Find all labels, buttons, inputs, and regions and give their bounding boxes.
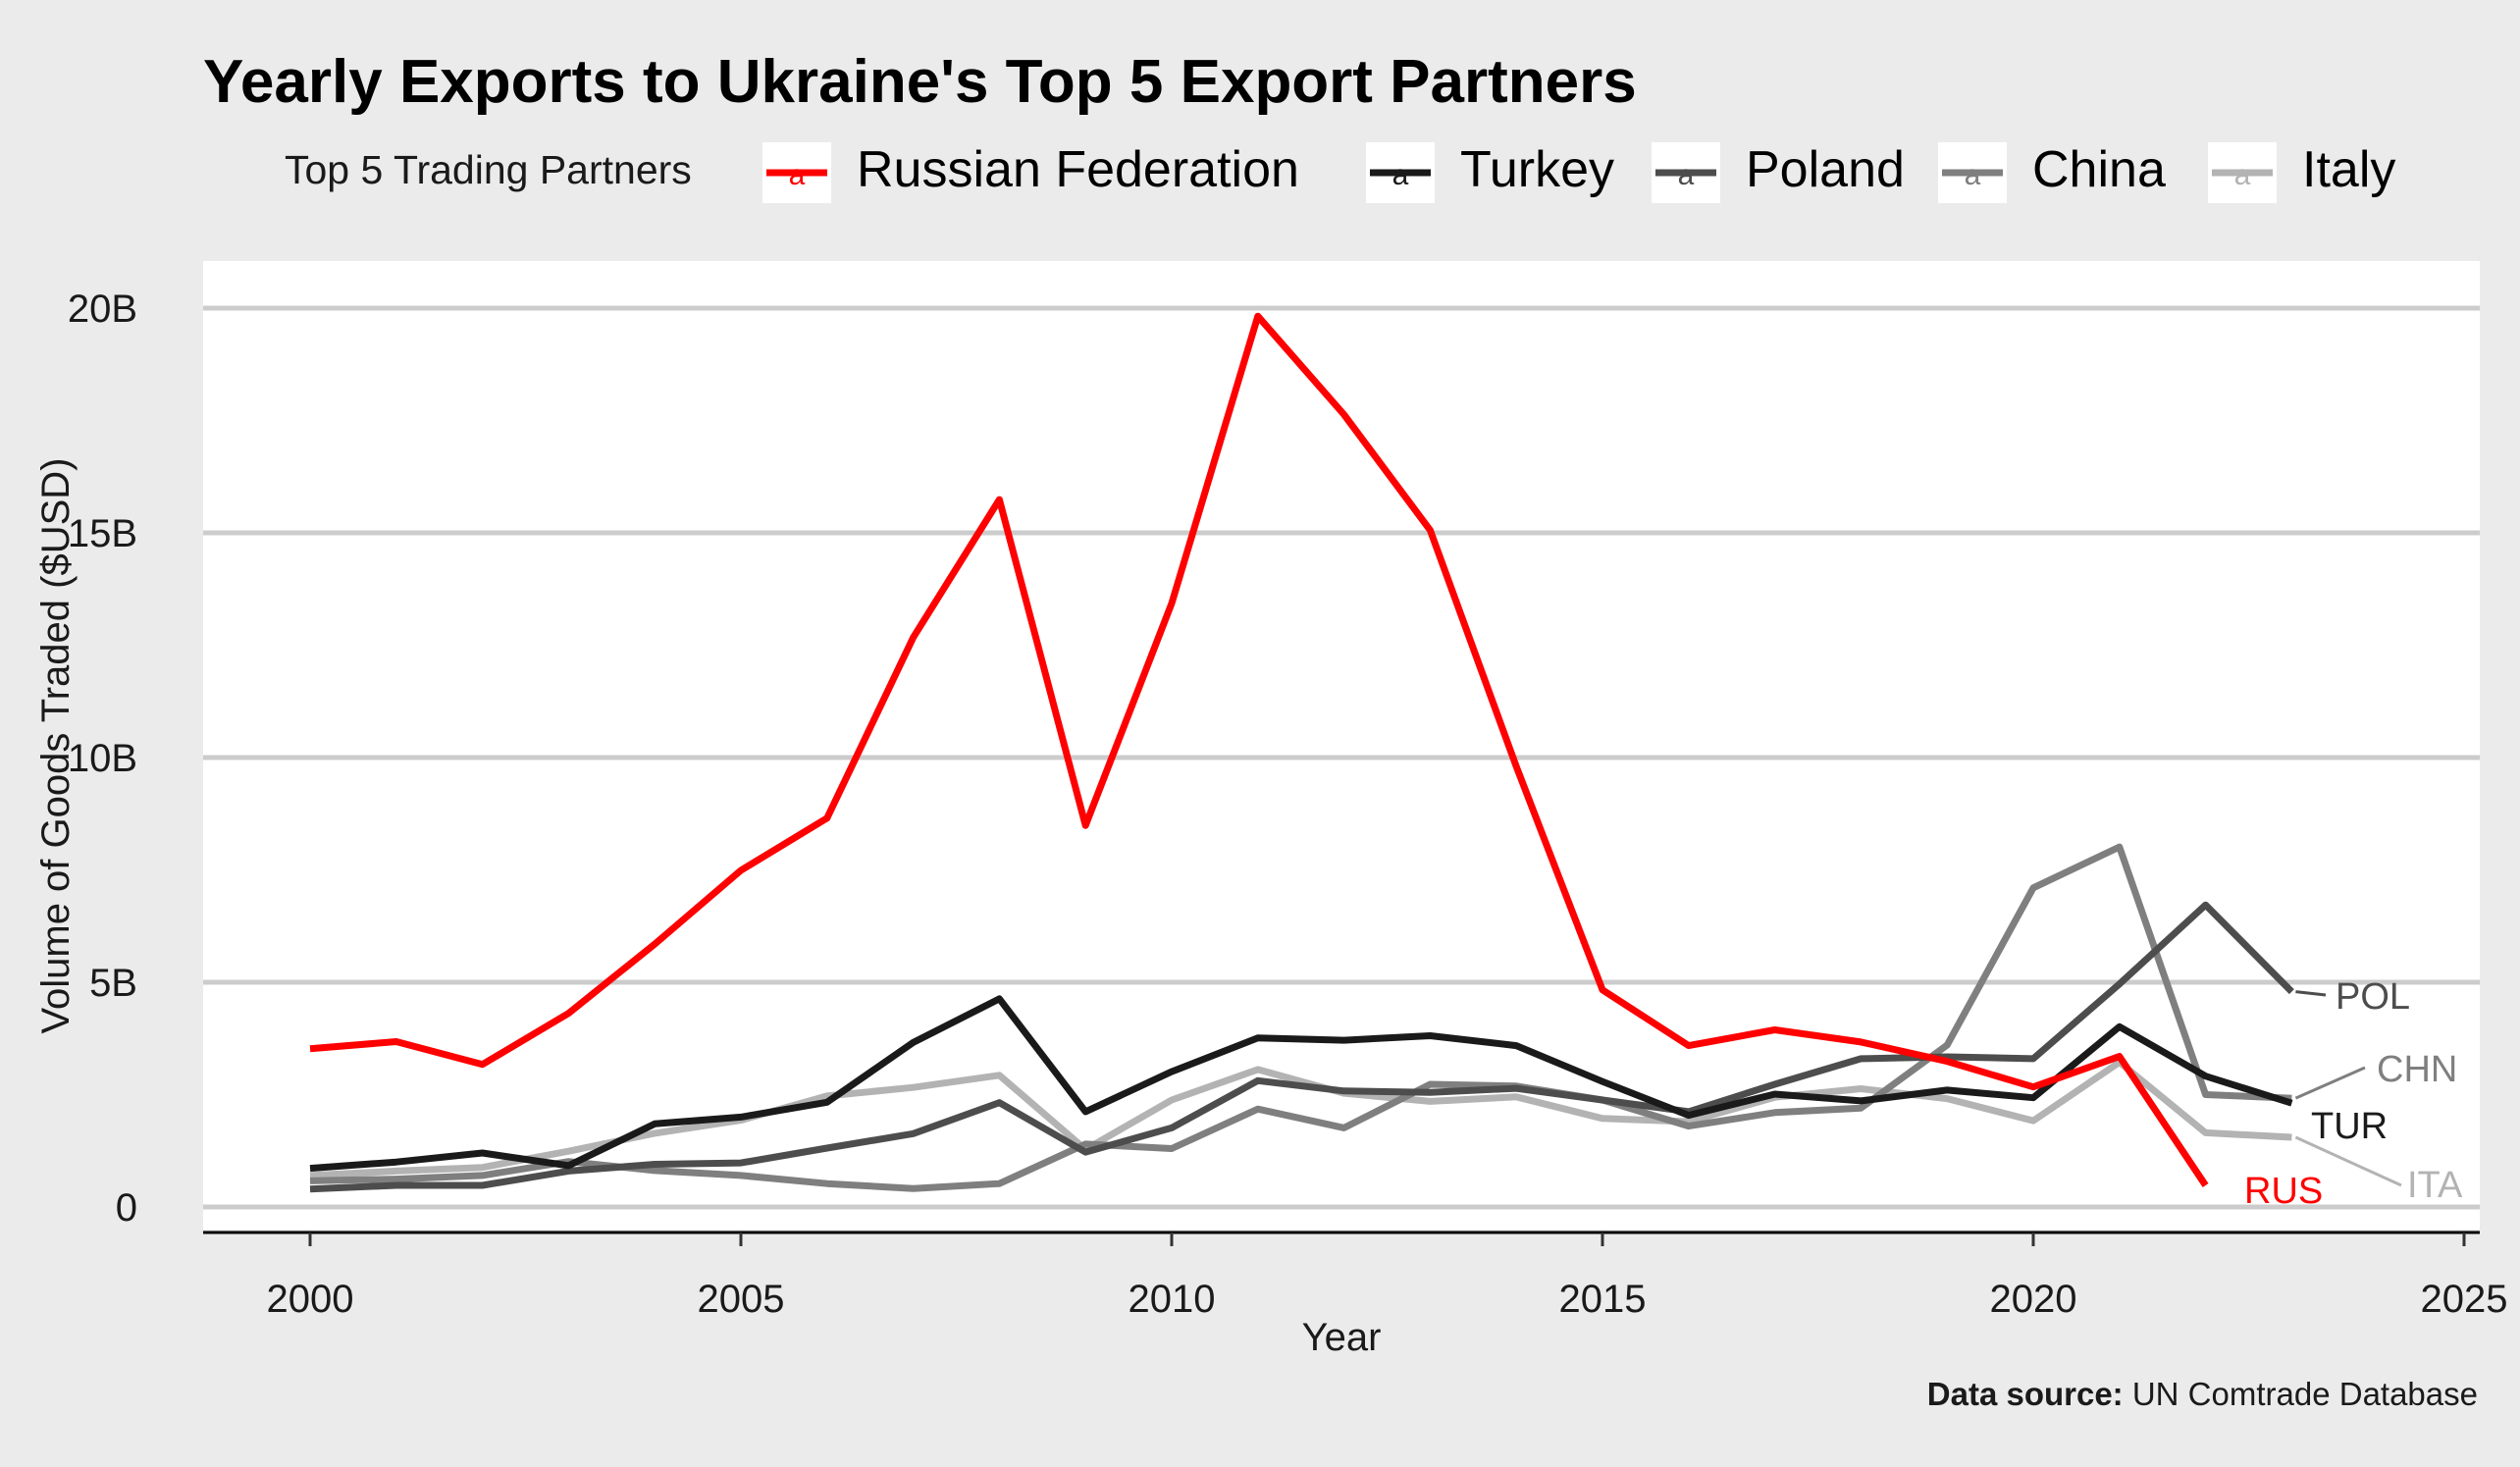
y-tick-label: 10B <box>68 737 137 780</box>
x-axis-ticks: 2000 2005 2010 2015 2020 2025 <box>267 1232 2508 1321</box>
legend-title: Top 5 Trading Partners <box>285 147 692 192</box>
series-line-tur <box>309 995 2293 1173</box>
legend-entry-label: Turkey <box>1460 141 1614 198</box>
end-label-rus: RUS <box>2244 1171 2323 1212</box>
y-tick-label: 20B <box>68 288 137 331</box>
caption-text: UN Comtrade Database <box>2124 1376 2478 1412</box>
legend-key-glyph: a <box>1965 159 1981 191</box>
y-tick-label: 5B <box>89 962 137 1005</box>
series-lines <box>309 312 2294 1193</box>
legend-entry-label: Italy <box>2302 141 2395 198</box>
end-label-pol: POL <box>2336 976 2410 1018</box>
chart-title: Yearly Exports to Ukraine's Top 5 Export… <box>203 48 1637 116</box>
legend-key-glyph: a <box>2234 159 2251 191</box>
legend-entry-label: Russian Federation <box>857 141 1299 198</box>
x-tick-label: 2010 <box>1129 1278 1216 1321</box>
legend-key-glyph: a <box>789 159 806 191</box>
plot-panel <box>203 261 2480 1230</box>
x-tick-label: 2015 <box>1559 1278 1647 1321</box>
series-line-ita <box>309 1059 2292 1179</box>
series-line-pol <box>309 901 2294 1193</box>
x-axis-label: Year <box>1302 1316 1382 1359</box>
end-labels: RUS TUR POL CHN ITA <box>2244 976 2463 1212</box>
gridlines <box>203 305 2480 1210</box>
series-line-chn <box>309 843 2292 1192</box>
end-label-leader <box>2294 1066 2366 1100</box>
legend: Top 5 Trading Partners a Russian Federati… <box>285 141 2395 203</box>
end-label-chn: CHN <box>2377 1049 2457 1090</box>
x-tick-label: 2020 <box>1990 1278 2077 1321</box>
series-line-rus <box>309 312 2209 1187</box>
end-label-leader <box>2294 1135 2402 1187</box>
caption: Data source: UN Comtrade Database <box>1927 1376 2478 1412</box>
caption-bold: Data source: <box>1927 1376 2124 1412</box>
x-tick-label: 2000 <box>267 1278 354 1321</box>
y-tick-label: 0 <box>116 1186 137 1230</box>
legend-entry-label: China <box>2032 141 2166 198</box>
legend-entry-label: Poland <box>1746 141 1905 198</box>
legend-key-glyph: a <box>1392 159 1409 191</box>
y-axis-label: Volume of Goods Traded ($USD) <box>34 458 78 1034</box>
legend-key-glyph: a <box>1678 159 1695 191</box>
end-label-tur: TUR <box>2311 1106 2388 1147</box>
x-tick-label: 2005 <box>698 1278 785 1321</box>
x-tick-label: 2025 <box>2421 1278 2508 1321</box>
y-axis-ticks: 0 5B 10B 15B 20B <box>68 288 137 1230</box>
y-tick-label: 15B <box>68 512 137 555</box>
end-label-leader <box>2295 990 2327 997</box>
end-label-ita: ITA <box>2407 1165 2463 1206</box>
